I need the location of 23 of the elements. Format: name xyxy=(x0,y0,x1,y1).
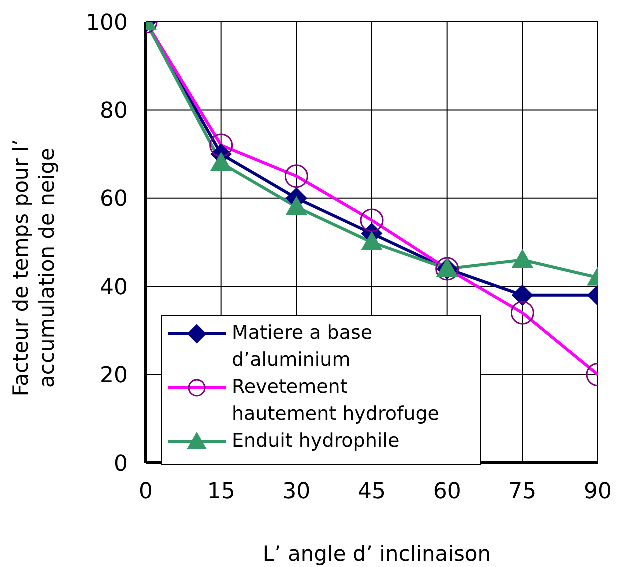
x-tick-label: 15 xyxy=(207,480,236,505)
point xyxy=(210,152,232,172)
y-tick-label: 0 xyxy=(114,452,128,477)
x-tick-label: 0 xyxy=(139,480,153,505)
x-tick-label: 90 xyxy=(584,480,612,505)
y-tick-label: 20 xyxy=(100,364,128,389)
x-tick-label: 30 xyxy=(282,480,311,505)
x-tick-label: 45 xyxy=(358,480,386,505)
y-tick-label: 80 xyxy=(100,99,128,124)
x-tick-label: 60 xyxy=(433,480,462,505)
point xyxy=(512,250,534,268)
point xyxy=(286,196,308,216)
y-tick-label: 40 xyxy=(100,275,128,300)
point xyxy=(512,284,534,306)
y-tick-label: 60 xyxy=(100,187,128,212)
y-axis-title: Facteur de temps pour l’ accumulation de neige xyxy=(8,138,60,399)
legend-label: Revetement hautement hydrofuge xyxy=(232,375,440,427)
x-axis-title: L’ angle d’ inclinaison xyxy=(262,542,492,566)
x-tick-label: 75 xyxy=(508,480,537,505)
y-tick-label: 100 xyxy=(86,10,128,36)
point xyxy=(362,232,382,250)
legend-label: Enduit hydrophile xyxy=(232,429,401,454)
legend-label: Matiere a base d’aluminium xyxy=(232,321,374,373)
